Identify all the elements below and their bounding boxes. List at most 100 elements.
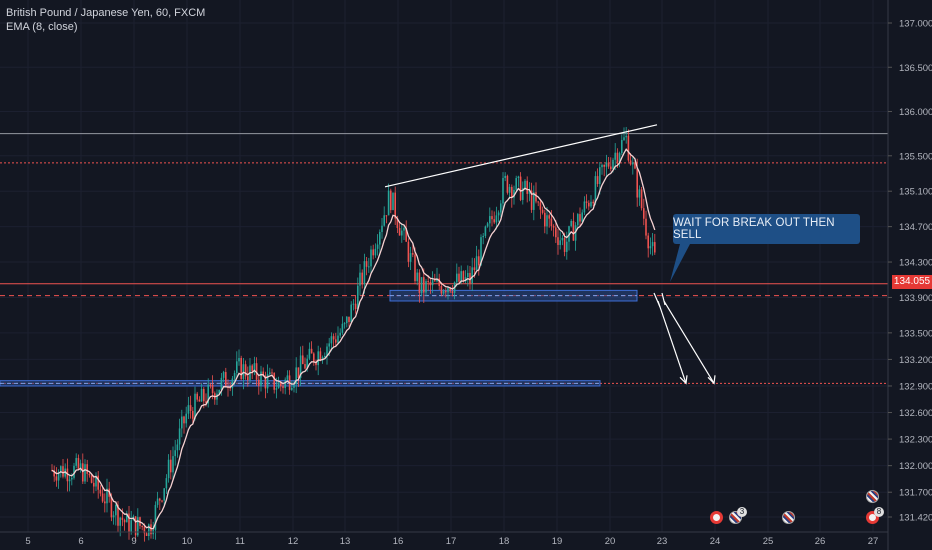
candle-body	[489, 216, 491, 224]
candle-body	[77, 458, 80, 469]
candle-body	[561, 237, 564, 241]
candle-body	[110, 496, 113, 518]
candle-body	[491, 216, 493, 220]
candle-body	[183, 416, 185, 424]
candle-body	[90, 475, 93, 483]
price-tick-label: 134.700	[899, 222, 932, 233]
candle-body	[436, 278, 438, 282]
candle-body	[159, 498, 161, 501]
ema-line	[51, 148, 656, 530]
candle-body	[328, 343, 330, 347]
candle-body	[324, 355, 326, 358]
candle-body	[79, 463, 82, 469]
candle-body	[434, 280, 436, 282]
candle-body	[425, 281, 427, 293]
candle-body	[163, 488, 165, 501]
candle-body	[60, 466, 62, 473]
price-tick-label: 133.900	[899, 293, 932, 304]
candle-body	[447, 287, 449, 293]
candle-body	[643, 208, 645, 219]
time-tick-label: 19	[552, 536, 563, 547]
candle-body	[475, 256, 478, 271]
candle-body	[277, 382, 280, 389]
candle-body	[557, 237, 559, 245]
candle-body	[264, 375, 267, 389]
time-tick-label: 18	[499, 536, 510, 547]
candle-body	[299, 355, 302, 378]
callout-pointer	[670, 244, 690, 282]
candle-body	[330, 336, 333, 344]
candle-body	[405, 227, 407, 242]
time-tick-label: 12	[288, 536, 299, 547]
candle-body	[71, 477, 73, 480]
candle-body	[172, 456, 174, 473]
candle-body	[315, 362, 317, 366]
trendline	[384, 124, 658, 188]
candle-body	[156, 498, 159, 505]
candle-body	[484, 226, 487, 236]
candle-body	[621, 140, 623, 154]
price-tick-label: 134.300	[899, 258, 932, 269]
candle-body	[431, 280, 434, 286]
candle-body	[493, 219, 495, 223]
candle-body	[412, 253, 414, 255]
candle-body	[445, 290, 447, 293]
candle-body	[383, 215, 385, 226]
candle-body	[137, 517, 139, 536]
candle-body	[86, 464, 88, 474]
price-tick-label: 135.500	[899, 151, 932, 162]
candle-body	[97, 475, 99, 490]
price-tick-label: 132.900	[899, 381, 932, 392]
candle-body	[359, 272, 361, 286]
candle-body	[150, 524, 152, 535]
event-count-badge: 8	[874, 507, 884, 517]
candle-body	[242, 364, 245, 380]
event-red-icon[interactable]	[710, 511, 723, 524]
candle-body	[178, 428, 181, 445]
candle-body	[75, 458, 77, 466]
projection-arrow	[657, 300, 687, 384]
candle-body	[99, 489, 102, 494]
time-tick-label: 27	[868, 536, 879, 547]
candle-body	[548, 215, 550, 219]
candle-body	[194, 393, 196, 419]
candle-body	[539, 202, 542, 210]
candle-body	[416, 272, 418, 282]
candle-body	[519, 176, 522, 200]
candle-body	[577, 214, 579, 226]
candle-body	[313, 353, 315, 363]
candle-body	[420, 277, 423, 293]
candle-body	[255, 363, 258, 380]
candle-body	[145, 533, 148, 537]
time-tick-label: 24	[710, 536, 721, 547]
candle-body	[284, 379, 286, 389]
time-tick-label: 26	[815, 536, 826, 547]
candle-body	[335, 339, 337, 343]
candle-body	[337, 335, 339, 343]
candle-body	[273, 372, 275, 390]
candle-body	[73, 465, 75, 478]
support-zone	[0, 380, 601, 387]
candle-body	[588, 202, 590, 207]
candle-body	[511, 186, 513, 198]
price-tick-label: 132.300	[899, 435, 932, 446]
trade-callout[interactable]: WAIT FOR BREAK OUT THEN SELL	[673, 214, 860, 244]
candle-body	[297, 367, 300, 378]
candle-body	[198, 399, 201, 402]
candle-body	[286, 375, 289, 380]
candle-body	[332, 336, 335, 340]
candle-body	[451, 291, 454, 293]
candle-body	[429, 282, 432, 286]
flag-uk-icon[interactable]	[866, 490, 879, 503]
candle-body	[253, 363, 256, 372]
flag-uk-icon[interactable]	[782, 511, 795, 524]
candle-body	[541, 209, 544, 213]
price-tick-label: 136.000	[899, 107, 932, 118]
candle-body	[398, 228, 401, 236]
candle-body	[537, 201, 539, 203]
candle-body	[205, 401, 207, 404]
price-tick-label: 132.600	[899, 408, 932, 419]
candle-body	[306, 358, 308, 369]
arrowhead	[707, 375, 716, 385]
